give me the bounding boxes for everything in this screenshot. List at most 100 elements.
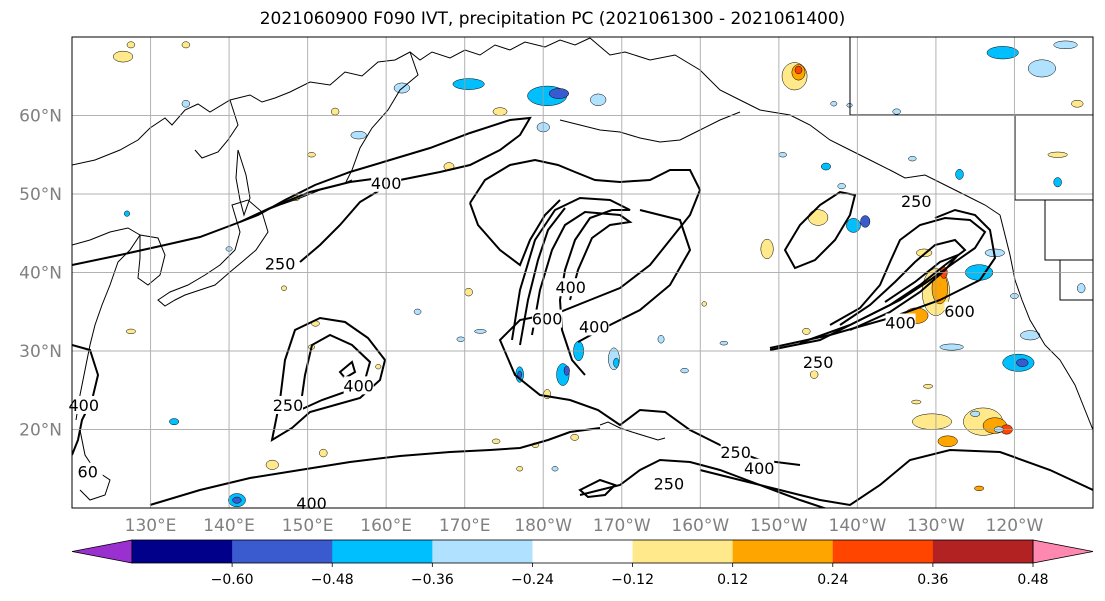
alaska-coastline — [589, 37, 1001, 216]
precip-patch — [657, 335, 665, 344]
precip-patch — [1053, 177, 1062, 188]
contour-label: 250 — [901, 192, 932, 211]
latitude-label: 20°N — [19, 421, 62, 441]
contour-label: 400 — [579, 317, 610, 336]
precip-patch — [892, 108, 901, 115]
korea-coastline — [137, 234, 166, 286]
ivt-contour-250-south-east — [699, 448, 1093, 507]
longitude-label: 170°W — [593, 516, 651, 536]
precip-patch — [474, 329, 487, 334]
precip-patch — [1077, 283, 1086, 294]
contour-label-bg — [579, 317, 610, 336]
precip-patch — [452, 78, 485, 90]
china-coastline — [72, 227, 141, 421]
ivt-contour-400-west-small — [338, 360, 357, 380]
precip-patch — [701, 301, 707, 307]
precip-patch — [680, 368, 689, 374]
ivt-contour-250-west-jet-north — [239, 177, 381, 223]
contour-label-bg — [68, 395, 99, 414]
contour-label: 60 — [78, 463, 98, 482]
colorbar-segment — [832, 540, 934, 563]
longitude-labels: 130°E 140°E 150°E 160°E 170°E 180°W 170°W 160°W… — [125, 516, 1044, 536]
contour-label-bg — [343, 376, 374, 395]
longitude-label: 130°W — [907, 516, 965, 536]
colorbar-outline — [131, 539, 1034, 564]
contour-label: 400 — [69, 396, 100, 415]
latitude-label: 40°N — [19, 264, 62, 284]
contour-label: 400 — [744, 459, 775, 478]
colorbar-segment — [232, 540, 333, 563]
precip-patch — [169, 418, 180, 426]
colorbar-tick-label: 0.36 — [917, 572, 948, 588]
aleutian-islands — [559, 111, 741, 143]
ivt-contour-400-west-closed — [298, 333, 372, 412]
longitude-label: 140°W — [829, 516, 887, 536]
precip-patch — [181, 99, 191, 108]
japan-coastline — [157, 199, 269, 307]
precip-patch — [1053, 40, 1078, 50]
precip-patch — [1020, 330, 1041, 341]
contour-label: 400 — [343, 376, 374, 395]
ivt-contour-400-south — [579, 458, 828, 508]
precip-patch — [846, 218, 861, 233]
coastlines — [72, 37, 1093, 501]
colorbar-tick-label: −0.24 — [511, 572, 554, 588]
precip-patch — [590, 93, 607, 106]
hawaiian-islands — [599, 421, 666, 441]
longitude-label: 140°E — [203, 516, 255, 536]
map-frame — [71, 36, 1094, 509]
precip-patch — [492, 107, 508, 116]
precip-patch — [794, 65, 803, 75]
contour-label-bg — [532, 309, 563, 328]
kamchatka-coastline — [345, 51, 419, 183]
precip-patch — [551, 466, 559, 472]
russia-coastline — [72, 37, 591, 166]
ivt-contour-600-trough — [531, 210, 633, 336]
colorbar-segment — [332, 540, 433, 563]
precip-patch — [330, 107, 340, 116]
precip-patch — [1047, 151, 1068, 158]
ivt-contour-400-ar-east — [799, 238, 967, 344]
ivt-contour-250-south — [149, 427, 601, 506]
contour-label-bg — [885, 313, 916, 332]
precip-patch — [112, 50, 134, 63]
colorbar-tick-label: −0.36 — [411, 572, 454, 588]
contour-label: 600 — [532, 310, 563, 329]
contour-label: 400 — [555, 278, 586, 297]
ivt-contour-250-trough — [469, 158, 801, 466]
precip-patch — [760, 238, 774, 260]
precip-patch — [974, 485, 985, 491]
ivt-contour-400-trough-west — [519, 207, 566, 346]
precip-patch — [319, 448, 328, 458]
precip-patch — [413, 308, 422, 315]
precip-patch — [464, 287, 473, 297]
precip-patch — [456, 336, 465, 342]
contour-label-bg — [720, 443, 751, 462]
contour-label: 250 — [720, 443, 751, 462]
precip-patch — [986, 46, 1019, 60]
longitude-label: 150°W — [750, 516, 808, 536]
precip-patch — [821, 162, 831, 171]
contour-label-bg — [944, 301, 975, 320]
ivt-contour-600-ar-east — [849, 254, 959, 331]
contour-label: 250 — [654, 474, 685, 493]
colorbar-segment — [632, 540, 734, 563]
ivt-contour-250-gulf-alaska — [783, 190, 857, 270]
colorbar-segment — [132, 540, 233, 563]
sakhalin-coastline — [235, 149, 251, 217]
colorbar-tick-label: 0.24 — [817, 572, 848, 588]
latitude-labels: 60°N 50°N 40°N 30°N 20°N — [19, 107, 62, 441]
precip-patch — [516, 466, 524, 472]
precip-patch — [1071, 99, 1084, 108]
precip-patch — [123, 210, 130, 217]
precip-patch — [923, 384, 934, 389]
colorbar — [71, 539, 1094, 564]
precip-patch — [810, 370, 819, 379]
precip-patch — [307, 152, 316, 158]
precip-patch — [281, 285, 288, 291]
precip-patch — [375, 364, 382, 370]
contour-label: 400 — [885, 314, 916, 333]
map-title: 2021060900 F090 IVT, precipitation PC (2… — [259, 9, 846, 29]
longitude-label: 150°E — [282, 516, 334, 536]
